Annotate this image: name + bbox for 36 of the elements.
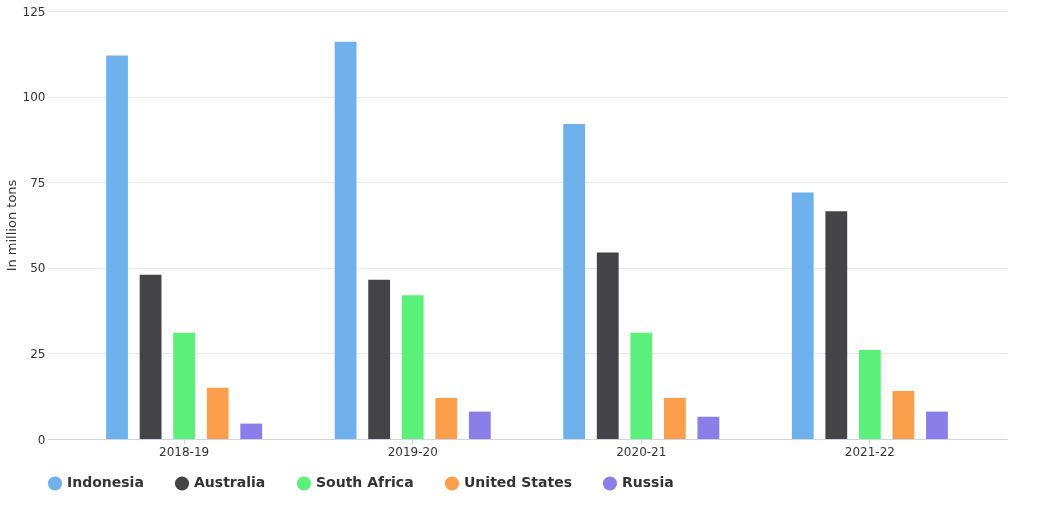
y-tick-label: 25 — [30, 346, 46, 361]
bar — [596, 252, 619, 439]
y-tick-label: 0 — [37, 432, 46, 447]
x-tick-label: 2021-22 — [844, 444, 895, 459]
bar — [825, 211, 848, 439]
bar — [630, 332, 653, 439]
bar — [106, 55, 128, 439]
bar — [697, 416, 720, 439]
legend-label: Russia — [622, 474, 674, 491]
bar — [926, 411, 948, 439]
bar — [435, 397, 458, 439]
x-tick-label: 2019-20 — [387, 444, 438, 459]
bar — [401, 295, 424, 439]
bar — [173, 332, 196, 439]
bar — [139, 274, 162, 439]
bar — [663, 397, 686, 439]
bar — [240, 423, 263, 439]
bar — [206, 387, 229, 439]
y-tick-label: 125 — [22, 4, 46, 19]
x-tick-label: 2018-19 — [159, 444, 210, 459]
bar — [563, 123, 586, 439]
bar — [368, 279, 391, 439]
bar — [858, 349, 881, 439]
legend-label: South Africa — [316, 474, 414, 491]
bar — [892, 391, 915, 439]
x-tick-label: 2020-21 — [616, 444, 667, 459]
bar — [791, 192, 814, 439]
y-tick-label: 50 — [30, 261, 46, 276]
bar — [334, 41, 357, 439]
y-tick-label: 100 — [22, 90, 46, 105]
legend-label: Australia — [194, 474, 266, 491]
y-tick-label: 75 — [30, 175, 46, 190]
legend-label: United States — [464, 474, 572, 491]
bar — [468, 411, 491, 439]
legend-label: Indonesia — [67, 474, 144, 491]
y-axis-title: In million tons — [3, 179, 19, 272]
